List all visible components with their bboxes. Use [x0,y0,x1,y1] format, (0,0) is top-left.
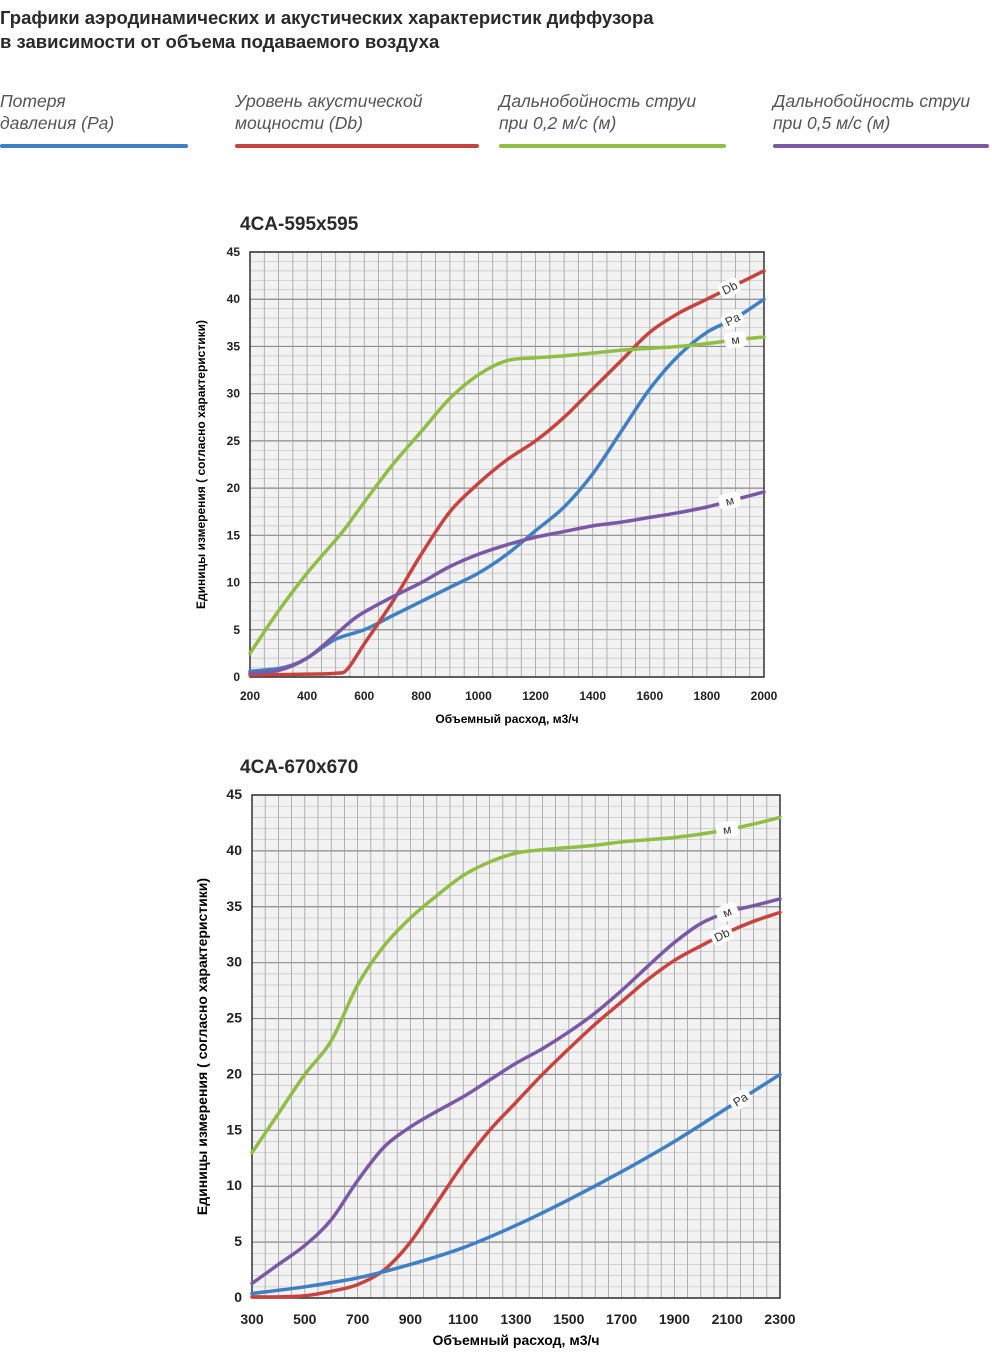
chart-0: 0 5 10 15 20 25 30 35 40 45 200 400 600 800 1000 1200 14… [194,245,778,726]
legend-swatch-blue [0,144,188,148]
x-tick-label: 2100 [712,1311,743,1327]
y-tick-label: 30 [226,954,242,970]
x-tick-label: 2000 [751,689,778,703]
legend-label: давления (Pa) [0,113,115,133]
x-tick-label: 1500 [553,1311,584,1327]
series-line-Db [248,269,766,677]
x-tick-label: 1400 [579,689,606,703]
chart-1: 0 5 10 15 20 25 30 35 40 45 300 500 700 900 1100 1300 15… [194,786,796,1348]
series-line-м-0-5-м-с- [248,490,766,675]
legend-throw-02: Дальнобойность струи при 0,2 м/с (м) [499,90,726,148]
legend-label: Дальнобойность струи [773,91,971,111]
series-label: Pa [723,310,743,329]
x-tick-label: 500 [293,1311,317,1327]
legend-acoustic-power: Уровень акустической мощности (Db) [235,90,479,148]
x-tick-label: 2300 [764,1311,795,1327]
y-tick-label: 45 [227,245,241,259]
y-tick-label: 0 [233,670,240,684]
y-tick-label: 40 [226,842,242,858]
page-title: Графики аэродинамических и акустических … [0,6,654,54]
x-tick-label: 1100 [448,1311,479,1327]
legend-pressure-loss: Потеря давления (Pa) [0,90,188,148]
y-tick-label: 15 [227,528,241,542]
series-line-Pa [250,1072,782,1296]
x-tick-label: 1300 [500,1311,531,1327]
series-line-м-0-2-м-с- [248,335,766,656]
y-tick-label: 10 [227,576,241,590]
series-label: м [730,332,740,347]
y-axis-label: Единицы измерения ( согласно характерист… [194,878,210,1215]
legend-swatch-green [499,144,726,148]
series-label-bg [715,820,739,839]
legend-throw-05: Дальнобойность струи при 0,5 м/с (м) [773,90,989,148]
y-tick-label: 45 [226,786,242,802]
y-tick-label: 10 [226,1177,242,1193]
x-tick-label: 600 [354,689,374,703]
y-tick-label: 25 [226,1010,242,1026]
x-tick-label: 900 [399,1311,423,1327]
series-label-bg [720,309,745,330]
x-tick-label: 1600 [636,689,663,703]
y-tick-label: 20 [226,1065,242,1081]
chart-title: 4CA-670x670 [240,757,359,778]
series-label-bg [728,1088,753,1111]
x-tick-label: 1000 [465,689,492,703]
x-axis-label: Объемный расход, м3/ч [433,1332,600,1348]
chart-title: 4CA-595x595 [240,214,359,235]
series-label: Db [720,278,740,298]
title-line-1: Графики аэродинамических и акустических … [0,7,654,28]
series-label-bg [710,924,734,946]
legend-label: при 0,2 м/с (м) [499,113,617,133]
x-tick-label: 800 [411,689,431,703]
x-tick-label: 400 [297,689,317,703]
x-tick-label: 300 [240,1311,264,1327]
y-tick-label: 35 [227,339,241,353]
series-label-bg [715,902,739,923]
series-line-м-0-2-м-с- [250,815,782,1155]
series-label: Pa [730,1090,750,1110]
y-axis-label: Единицы измерения ( согласно характерист… [194,320,208,609]
series-label: Db [712,925,732,945]
series-label-bg [718,277,742,299]
y-tick-label: 25 [227,434,241,448]
series-line-м-0-5-м-с- [250,897,782,1286]
x-axis-label: Объемный расход, м3/ч [435,712,578,726]
legend-swatch-red [235,144,479,148]
y-tick-label: 15 [226,1121,242,1137]
plot-border [249,251,765,678]
legend-label: Дальнобойность струи [499,91,697,111]
legend-label: при 0,5 м/с (м) [773,113,891,133]
series-label: м [722,822,732,837]
x-tick-label: 200 [240,689,260,703]
y-tick-label: 20 [227,481,241,495]
x-tick-label: 1900 [659,1311,690,1327]
y-tick-label: 5 [234,1233,242,1249]
title-line-2: в зависимости от объема подаваемого возд… [0,31,440,52]
series-label: м [724,493,736,509]
series-label-bg [724,331,747,349]
legend-label: Уровень акустической [235,91,423,111]
x-tick-label: 1700 [606,1311,637,1327]
legend-label: Потеря [0,91,66,111]
y-tick-label: 5 [233,623,240,637]
series-label-bg [718,491,742,511]
series-line-Db [250,910,782,1299]
y-tick-label: 30 [227,387,241,401]
legend-swatch-purple [773,144,989,148]
plot-border [251,794,781,1299]
x-tick-label: 1800 [694,689,721,703]
y-tick-label: 35 [226,898,242,914]
x-tick-label: 1200 [522,689,549,703]
legend-label: мощности (Db) [235,113,363,133]
y-tick-label: 40 [227,292,241,306]
y-tick-label: 0 [234,1289,242,1305]
x-tick-label: 700 [346,1311,370,1327]
